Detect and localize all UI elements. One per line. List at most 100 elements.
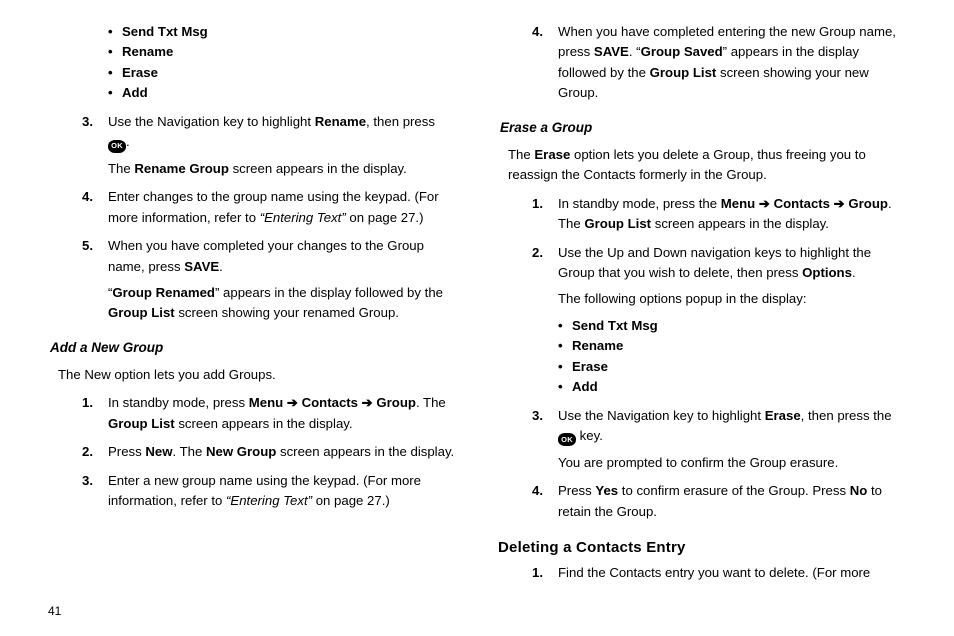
list-item: •Add xyxy=(108,83,456,103)
arrow-icon: ➔ xyxy=(830,196,848,211)
text: You are prompted to confirm the Group er… xyxy=(558,453,906,473)
text: screen appears in the display. xyxy=(651,216,829,231)
text: . The xyxy=(416,395,446,410)
text: on page 27.) xyxy=(346,210,424,225)
step-text: When you have completed entering the new… xyxy=(558,22,906,104)
step-text: Enter changes to the group name using th… xyxy=(108,187,456,228)
step-number: 2. xyxy=(532,243,558,398)
text-bold: Group List xyxy=(650,65,717,80)
step-text: Enter a new group name using the keypad.… xyxy=(108,471,456,512)
option-bullets: •Send Txt Msg •Rename •Erase •Add xyxy=(558,316,906,398)
text: The following options popup in the displ… xyxy=(558,289,906,309)
text-bold: Menu xyxy=(721,196,755,211)
text-bold: Erase xyxy=(534,147,570,162)
text-bold: Group Renamed xyxy=(112,285,215,300)
bullet-icon: • xyxy=(108,83,122,103)
text-bold: Rename Group xyxy=(134,161,229,176)
text: Press xyxy=(108,444,145,459)
text-bold: Yes xyxy=(595,483,618,498)
text-bold: Options xyxy=(802,265,852,280)
section-intro: The New option lets you add Groups. xyxy=(58,365,456,385)
text: ” appears in the display followed by the xyxy=(215,285,443,300)
arrow-icon: ➔ xyxy=(283,395,301,410)
erase-step-4: 4. Press Yes to confirm erasure of the G… xyxy=(532,481,906,522)
step-number: 1. xyxy=(532,194,558,235)
text-bold: Group List xyxy=(108,305,175,320)
arrow-icon: ➔ xyxy=(358,395,376,410)
step-5: 5. When you have completed your changes … xyxy=(82,236,456,324)
step-4: 4. Enter changes to the group name using… xyxy=(82,187,456,228)
text: screen appears in the display. xyxy=(229,161,407,176)
bullet-label: Erase xyxy=(572,357,608,377)
text-bold: Menu xyxy=(249,395,283,410)
text-bold: Group List xyxy=(108,416,175,431)
bullet-label: Rename xyxy=(122,42,173,62)
text-bold: Group List xyxy=(584,216,651,231)
text-bold: Contacts xyxy=(302,395,358,410)
text: In standby mode, press the xyxy=(558,196,721,211)
bullet-label: Rename xyxy=(572,336,623,356)
text: . “ xyxy=(629,44,641,59)
text: screen showing your renamed Group. xyxy=(175,305,399,320)
text-bold: SAVE xyxy=(184,259,219,274)
text: on page 27.) xyxy=(312,493,390,508)
bullet-icon: • xyxy=(108,63,122,83)
bullet-label: Send Txt Msg xyxy=(122,22,208,42)
bullet-label: Add xyxy=(572,377,598,397)
step-number: 3. xyxy=(82,112,108,179)
section-erase-group: Erase a Group xyxy=(500,118,906,139)
step-text: Press New. The New Group screen appears … xyxy=(108,442,456,462)
step-text: In standby mode, press Menu ➔ Contacts ➔… xyxy=(108,393,456,434)
text: When you have completed your changes to … xyxy=(108,238,424,273)
bullet-icon: • xyxy=(558,316,572,336)
text: screen appears in the display. xyxy=(175,416,353,431)
text-bold: Rename xyxy=(315,114,366,129)
bullet-label: Send Txt Msg xyxy=(572,316,658,336)
text-italic: “Entering Text” xyxy=(260,210,346,225)
page-number: 41 xyxy=(48,604,61,618)
text: The xyxy=(508,147,534,162)
step-text: In standby mode, press the Menu ➔ Contac… xyxy=(558,194,906,235)
add-step-3: 3. Enter a new group name using the keyp… xyxy=(82,471,456,512)
ok-icon: OK xyxy=(558,433,576,446)
add-step-2: 2. Press New. The New Group screen appea… xyxy=(82,442,456,462)
erase-step-3: 3. Use the Navigation key to highlight E… xyxy=(532,406,906,473)
text-bold: Group xyxy=(848,196,888,211)
text-bold: SAVE xyxy=(594,44,629,59)
step-number: 4. xyxy=(532,22,558,104)
text: , then press the xyxy=(801,408,892,423)
step-number: 3. xyxy=(532,406,558,473)
bullet-label: Erase xyxy=(122,63,158,83)
step-number: 1. xyxy=(82,393,108,434)
option-bullets: •Send Txt Msg •Rename •Erase •Add xyxy=(108,22,456,104)
step-number: 4. xyxy=(82,187,108,228)
section-add-new-group: Add a New Group xyxy=(50,338,456,359)
arrow-icon: ➔ xyxy=(755,196,773,211)
ok-icon: OK xyxy=(108,140,126,153)
bullet-label: Add xyxy=(122,83,148,103)
text: Use the Navigation key to highlight xyxy=(558,408,765,423)
text-bold: Group Saved xyxy=(641,44,723,59)
text: Use the Navigation key to highlight xyxy=(108,114,315,129)
bullet-icon: • xyxy=(558,336,572,356)
text-italic: “Entering Text” xyxy=(226,493,312,508)
text-bold: New Group xyxy=(206,444,276,459)
step-number: 5. xyxy=(82,236,108,324)
step-text: Press Yes to confirm erasure of the Grou… xyxy=(558,481,906,522)
text-bold: Erase xyxy=(765,408,801,423)
bullet-icon: • xyxy=(558,357,572,377)
text-bold: Contacts xyxy=(774,196,830,211)
bullet-icon: • xyxy=(108,42,122,62)
list-item: •Rename xyxy=(108,42,456,62)
text: In standby mode, press xyxy=(108,395,249,410)
step-3: 3. Use the Navigation key to highlight R… xyxy=(82,112,456,179)
text-bold: New xyxy=(145,444,172,459)
left-column: •Send Txt Msg •Rename •Erase •Add 3. Use… xyxy=(48,22,456,584)
list-item: •Send Txt Msg xyxy=(558,316,906,336)
text: , then press xyxy=(366,114,435,129)
step-text: Find the Contacts entry you want to dele… xyxy=(558,563,906,583)
bullet-icon: • xyxy=(558,377,572,397)
text: . The xyxy=(173,444,206,459)
delete-step-1: 1. Find the Contacts entry you want to d… xyxy=(532,563,906,583)
text-bold: No xyxy=(850,483,868,498)
